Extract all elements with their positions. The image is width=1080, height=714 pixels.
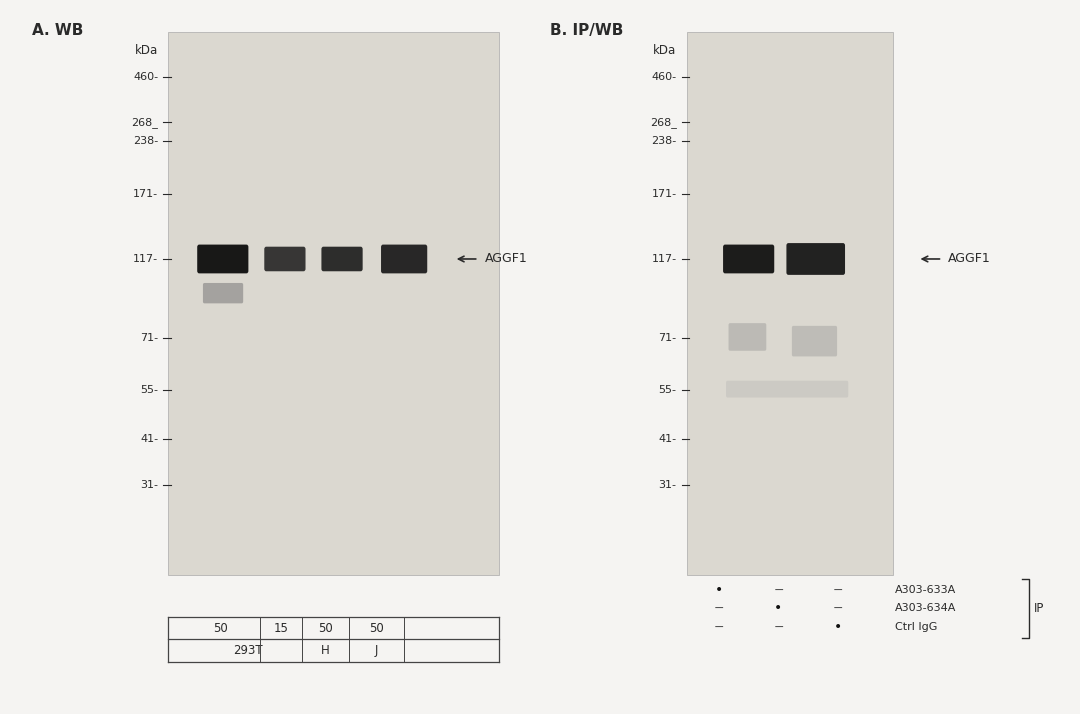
Text: 71-: 71- [140, 333, 159, 343]
Text: 460-: 460- [651, 72, 676, 82]
Text: kDa: kDa [653, 44, 676, 57]
Text: 15: 15 [274, 622, 288, 635]
Text: 268_: 268_ [132, 117, 159, 128]
Text: 50: 50 [369, 622, 384, 635]
FancyBboxPatch shape [726, 381, 848, 398]
Text: −: − [714, 620, 724, 634]
Text: −: − [833, 583, 843, 597]
Text: AGGF1: AGGF1 [948, 253, 991, 266]
Text: 171-: 171- [651, 189, 676, 199]
Text: 50: 50 [319, 622, 333, 635]
Text: A303-633A: A303-633A [895, 585, 957, 595]
FancyBboxPatch shape [203, 283, 243, 303]
FancyBboxPatch shape [381, 245, 428, 273]
Bar [687, 32, 893, 575]
Text: −: − [833, 601, 843, 615]
Text: A303-634A: A303-634A [895, 603, 957, 613]
FancyBboxPatch shape [198, 245, 248, 273]
Text: A. WB: A. WB [31, 24, 83, 39]
Text: kDa: kDa [135, 44, 159, 57]
Text: 41-: 41- [659, 434, 676, 444]
Text: 268_: 268_ [650, 117, 676, 128]
Text: 31-: 31- [140, 480, 159, 490]
FancyBboxPatch shape [786, 243, 845, 275]
Text: B. IP/WB: B. IP/WB [550, 24, 623, 39]
Text: 50: 50 [213, 622, 228, 635]
Text: −: − [714, 601, 724, 615]
Text: J: J [375, 644, 378, 657]
Text: 171-: 171- [133, 189, 159, 199]
Text: 460-: 460- [133, 72, 159, 82]
Text: 41-: 41- [140, 434, 159, 444]
Text: 117-: 117- [133, 254, 159, 264]
Text: IP: IP [1035, 602, 1044, 615]
Text: 238-: 238- [651, 136, 676, 146]
Text: −: − [773, 583, 784, 597]
FancyBboxPatch shape [729, 323, 767, 351]
FancyBboxPatch shape [792, 326, 837, 356]
Text: −: − [773, 620, 784, 634]
Text: 55-: 55- [659, 386, 676, 396]
Text: 71-: 71- [659, 333, 676, 343]
Bar [168, 32, 499, 575]
FancyBboxPatch shape [724, 245, 774, 273]
Text: AGGF1: AGGF1 [485, 253, 527, 266]
FancyBboxPatch shape [322, 247, 363, 271]
Text: Ctrl IgG: Ctrl IgG [895, 622, 937, 632]
Text: 55-: 55- [140, 386, 159, 396]
Text: •: • [715, 583, 723, 597]
Text: 293T: 293T [233, 644, 262, 657]
Text: 117-: 117- [651, 254, 676, 264]
Text: H: H [321, 644, 330, 657]
Text: 238-: 238- [133, 136, 159, 146]
Text: 31-: 31- [659, 480, 676, 490]
Text: •: • [774, 601, 783, 615]
FancyBboxPatch shape [265, 247, 306, 271]
Text: •: • [834, 620, 842, 634]
